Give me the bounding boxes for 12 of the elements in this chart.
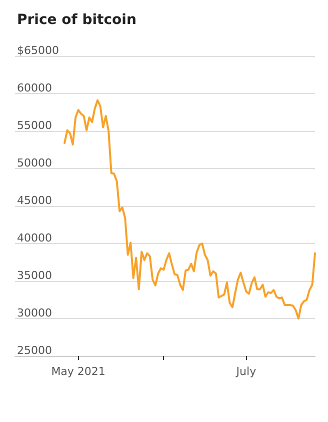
y-tick-label: 45000: [17, 194, 52, 207]
x-tick-label: July: [235, 365, 257, 378]
y-tick-label: 60000: [17, 82, 52, 94]
y-tick-label: 25000: [17, 344, 52, 357]
y-tick-label: 40000: [17, 232, 52, 244]
y-tick-label: 55000: [17, 119, 52, 132]
y-tick-label: 35000: [17, 269, 52, 282]
y-tick-label: 50000: [17, 156, 52, 170]
y-tick-label: $65000: [17, 44, 59, 57]
chart-title: Price of bitcoin: [17, 12, 136, 28]
y-tick-label: 30000: [17, 306, 52, 320]
x-tick-label: May 2021: [51, 365, 106, 378]
